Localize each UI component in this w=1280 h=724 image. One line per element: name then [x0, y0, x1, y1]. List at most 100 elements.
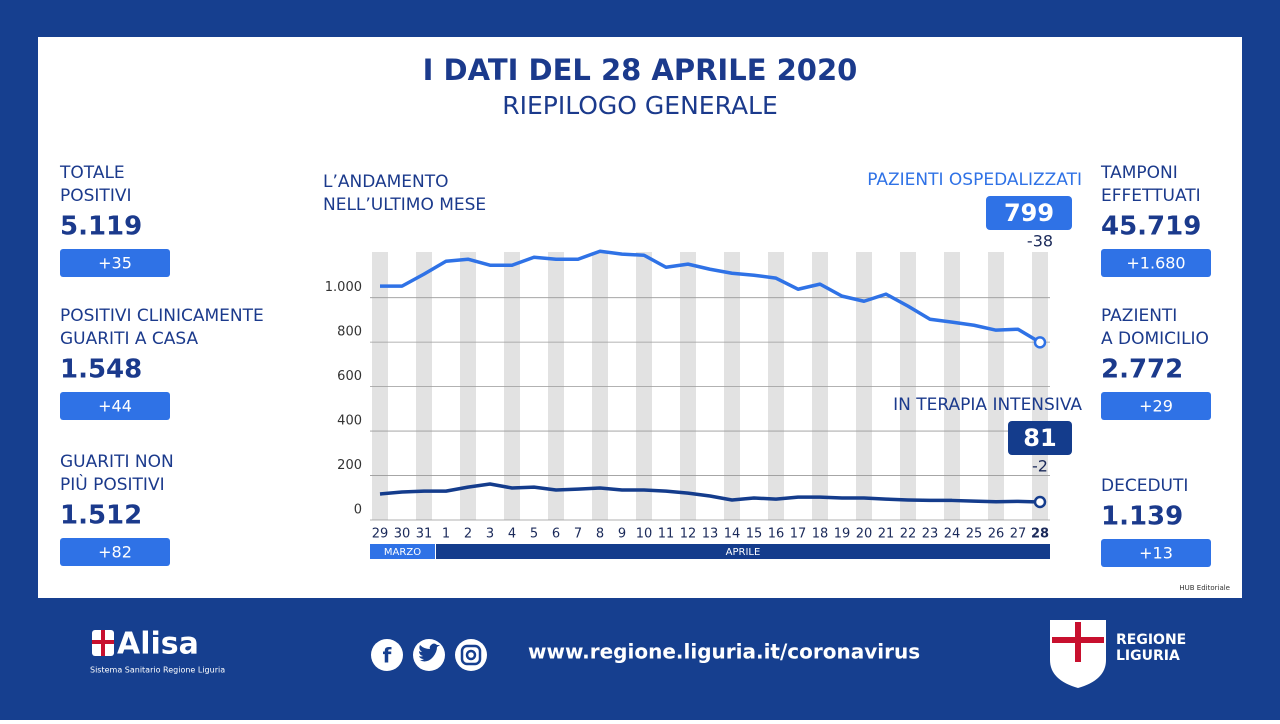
- x-tick-label: 29: [372, 527, 389, 542]
- stat-label: PIÙ POSITIVI: [60, 473, 165, 495]
- x-tick-label: 31: [416, 527, 433, 542]
- stat-label: TOTALE: [59, 163, 125, 183]
- subtitle: RIEPILOGO GENERALE: [502, 91, 778, 120]
- stat-change-box: [60, 538, 170, 566]
- stripe: [526, 252, 542, 520]
- stat-label: GUARITI A CASA: [60, 329, 199, 349]
- region-name: LIGURIA: [1116, 648, 1180, 664]
- stripe: [504, 252, 520, 520]
- instagram-glyph: [460, 644, 482, 666]
- stat-change-box: [1101, 539, 1211, 567]
- x-tick-label: 9: [618, 527, 626, 542]
- stripe: [944, 252, 960, 520]
- region-logo: REGIONE LIGURIA: [1050, 620, 1186, 688]
- stripe: [460, 252, 476, 520]
- stripe: [966, 252, 982, 520]
- stripe: [680, 252, 696, 520]
- month-label: MARZO: [384, 547, 421, 558]
- x-tick-label: 28: [1031, 527, 1049, 542]
- stat-value: 1.548: [60, 355, 142, 385]
- instagram-glyph: [465, 649, 477, 661]
- end-point: [1033, 336, 1047, 349]
- month-bar: [370, 544, 435, 559]
- cross: [1052, 637, 1104, 643]
- month-bar: [436, 544, 1050, 559]
- x-tick-label: 25: [966, 527, 983, 542]
- url[interactable]: www.regione.liguria.it/coronavirus: [528, 640, 920, 664]
- stripe: [724, 252, 740, 520]
- change-label: -2: [1032, 457, 1048, 476]
- stripe: [416, 252, 432, 520]
- x-tick-label: 18: [812, 527, 829, 542]
- stripe: [482, 252, 498, 520]
- instagram-icon[interactable]: [455, 639, 487, 671]
- chart-title: NELL’ULTIMO MESE: [323, 195, 486, 215]
- stripe: [438, 252, 454, 520]
- stat-change-box: [60, 392, 170, 420]
- x-tick-label: 4: [508, 527, 516, 542]
- y-tick-label: 0: [354, 503, 362, 518]
- value-label: 799: [1004, 199, 1054, 227]
- stat-label: EFFETTUATI: [1101, 186, 1201, 206]
- stat-value: 1.512: [60, 501, 142, 531]
- stat-change: +1.680: [1126, 254, 1185, 273]
- title: I DATI DEL 28 APRILE 2020: [423, 53, 858, 87]
- stat-label: PAZIENTI: [1101, 306, 1177, 326]
- x-tick-label: 15: [746, 527, 763, 542]
- x-tick-label: 1: [442, 527, 450, 542]
- legend-label: PAZIENTI OSPEDALIZZATI: [867, 170, 1082, 190]
- stripe: [548, 252, 564, 520]
- x-tick-label: 24: [944, 527, 961, 542]
- x-tick-label: 10: [636, 527, 653, 542]
- stat-change: +82: [98, 543, 132, 562]
- stripe: [702, 252, 718, 520]
- x-tick-label: 20: [856, 527, 873, 542]
- social: f: [371, 639, 487, 671]
- cross: [92, 640, 114, 644]
- stat-change-box: [1101, 392, 1211, 420]
- stat-change: +35: [98, 254, 132, 273]
- credit: HUB Editoriale: [1179, 584, 1230, 592]
- chart-title: L’ANDAMENTO: [323, 172, 449, 192]
- stripe: [856, 252, 872, 520]
- x-tick-label: 5: [530, 527, 538, 542]
- twitter-glyph: [419, 643, 440, 662]
- value-box: [1008, 421, 1072, 455]
- stat-label: TAMPONI: [1100, 163, 1178, 183]
- brand-sub: Sistema Sanitario Regione Liguria: [90, 666, 225, 675]
- stat-change-box: [1101, 249, 1211, 277]
- x-tick-label: 26: [988, 527, 1005, 542]
- x-tick-label: 22: [900, 527, 917, 542]
- x-tick-label: 27: [1010, 527, 1027, 542]
- stat-change-box: [60, 249, 170, 277]
- facebook-icon[interactable]: [371, 639, 403, 671]
- stripe: [1010, 252, 1026, 520]
- stripe: [636, 252, 652, 520]
- stat-label: POSITIVI: [60, 186, 131, 206]
- x-tick-label: 7: [574, 527, 582, 542]
- x-tick-label: 2: [464, 527, 472, 542]
- x-tick-label: 12: [680, 527, 697, 542]
- stripe: [1032, 252, 1048, 520]
- stat-value: 45.719: [1101, 212, 1201, 242]
- stripe: [922, 252, 938, 520]
- stripe: [614, 252, 630, 520]
- stat-label: GUARITI NON: [60, 452, 174, 472]
- series-line: [380, 249, 1041, 344]
- stat-value: 2.772: [1101, 355, 1183, 385]
- stat-label: POSITIVI CLINICAMENTE: [60, 306, 264, 326]
- x-tick-label: 19: [834, 527, 851, 542]
- stripe: [394, 252, 410, 520]
- series-line: [379, 482, 1041, 504]
- stripe: [658, 252, 674, 520]
- stripe: [812, 252, 828, 520]
- x-tick-label: 30: [394, 527, 411, 542]
- y-tick-label: 200: [337, 458, 362, 473]
- x-tick-label: 3: [486, 527, 494, 542]
- y-tick-label: 1.000: [325, 280, 362, 295]
- stripe: [592, 252, 608, 520]
- y-tick-label: 800: [337, 325, 362, 340]
- facebook-glyph: f: [383, 644, 392, 668]
- month-label: APRILE: [726, 547, 761, 558]
- stat-change: +13: [1139, 544, 1173, 563]
